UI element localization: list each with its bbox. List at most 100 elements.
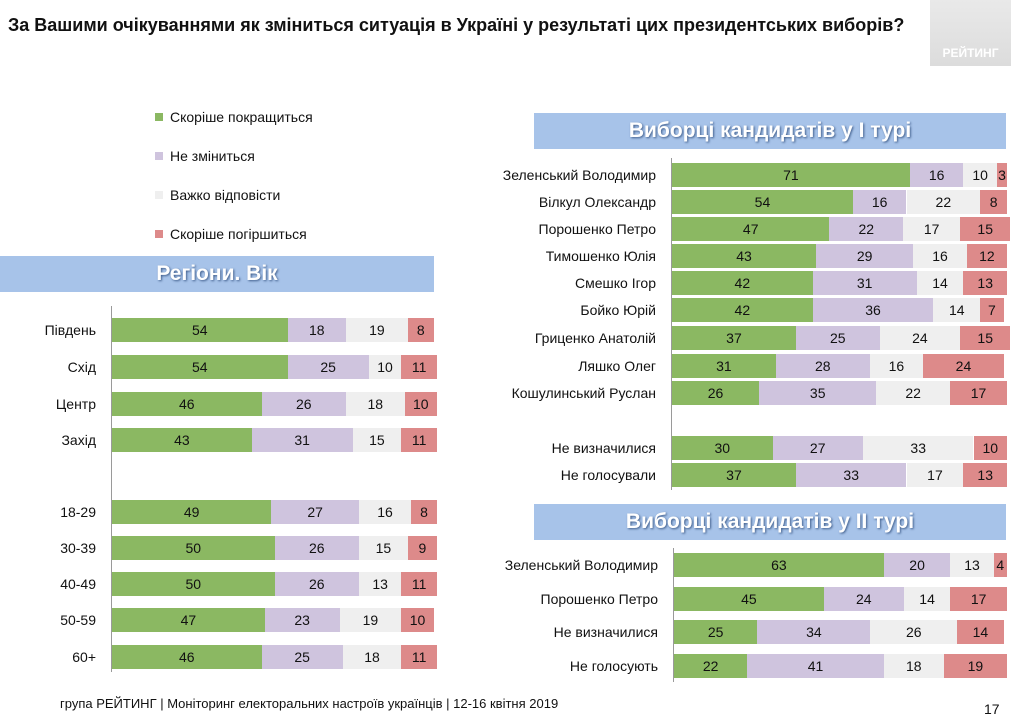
category-label: 50-59: [60, 612, 96, 628]
category-label: Центр: [55, 396, 96, 412]
category-label: 40-49: [60, 576, 96, 592]
bar-segment-hard: 22: [906, 190, 981, 214]
bar-segment-same: 33: [795, 463, 907, 487]
bar-segment-worse: 17: [950, 381, 1007, 405]
category-label: Південь: [44, 322, 96, 338]
category-label: Смешко Ігор: [575, 275, 656, 291]
bar-segment-same: 24: [823, 587, 904, 611]
bar-segment-better: 26: [672, 381, 760, 405]
bar-segment-same: 25: [795, 326, 880, 350]
bar-segment-same: 25: [287, 355, 369, 379]
plot-axis: [111, 306, 112, 672]
category-label: Вілкул Олександр: [538, 194, 656, 210]
rating-logo: РЕЙТИНГ: [930, 0, 1011, 66]
bar-segment-hard: 16: [359, 500, 411, 524]
bar-segment-worse: 7: [980, 298, 1004, 322]
bar-segment-hard: 14: [916, 271, 964, 295]
bar-segment-better: 43: [672, 244, 817, 268]
bar-segment-same: 27: [772, 436, 863, 460]
category-label: Не голосували: [560, 467, 656, 483]
bar-segment-better: 54: [672, 190, 853, 214]
legend-swatch-better: [155, 113, 163, 121]
bar-segment-worse: 11: [401, 645, 437, 669]
bar-segment-same: 31: [812, 271, 917, 295]
bar-segment-same: 28: [775, 354, 870, 378]
bar-segment-better: 31: [672, 354, 776, 378]
bar-segment-worse: 10: [404, 392, 437, 416]
category-label: Зеленський Володимир: [504, 557, 658, 573]
plot-axis: [673, 548, 674, 682]
legend-swatch-worse: [155, 230, 163, 238]
category-label: 30-39: [60, 540, 96, 556]
bar-segment-worse: 9: [407, 536, 437, 560]
legend-label: Скоріше погіршиться: [170, 226, 307, 242]
second-round-header: Виборці кандидатів у ІІ турі: [534, 504, 1006, 540]
bar-segment-hard: 17: [906, 463, 964, 487]
bar-segment-better: 47: [112, 608, 265, 632]
category-label: Не визначилися: [553, 624, 658, 640]
legend-label: Не зміниться: [170, 148, 255, 164]
bar-segment-worse: 17: [950, 587, 1007, 611]
bar-segment-worse: 10: [973, 436, 1007, 460]
bar-segment-worse: 15: [960, 217, 1011, 241]
regions-age-header: Регіони. Вік: [0, 256, 434, 292]
bar-segment-worse: 11: [401, 572, 437, 596]
bar-segment-hard: 15: [359, 536, 408, 560]
bar-segment-hard: 18: [883, 654, 944, 678]
bar-segment-better: 37: [672, 326, 796, 350]
bar-segment-same: 16: [852, 190, 907, 214]
bar-segment-hard: 16: [913, 244, 967, 268]
bar-segment-better: 71: [672, 163, 910, 187]
bar-segment-same: 16: [909, 163, 964, 187]
bar-segment-same: 36: [812, 298, 934, 322]
bar-segment-worse: 15: [960, 326, 1011, 350]
bar-segment-hard: 16: [869, 354, 924, 378]
bar-segment-hard: 14: [933, 298, 981, 322]
bar-segment-hard: 22: [876, 381, 951, 405]
bar-segment-better: 54: [112, 355, 288, 379]
category-label: 18-29: [60, 504, 96, 520]
category-label: Ляшко Олег: [578, 358, 656, 374]
bar-segment-same: 29: [816, 244, 914, 268]
bar-segment-same: 25: [261, 645, 343, 669]
page-title: За Вашими очікуваннями як зміниться ситу…: [8, 15, 905, 35]
bar-segment-worse: 13: [963, 463, 1007, 487]
category-label: 60+: [72, 649, 96, 665]
bar-segment-worse: 12: [966, 244, 1007, 268]
category-label: Гриценко Анатолій: [534, 330, 656, 346]
category-label: Кошулинський Руслан: [511, 385, 656, 401]
bar-segment-worse: 11: [401, 428, 437, 452]
first-round-header: Виборці кандидатів у І турі: [534, 113, 1006, 149]
bar-segment-worse: 13: [963, 271, 1007, 295]
bar-segment-worse: 8: [411, 500, 437, 524]
category-label: Порошенко Петро: [538, 221, 657, 237]
plot-axis: [671, 158, 672, 490]
bar-segment-worse: 4: [993, 553, 1007, 577]
bar-segment-worse: 14: [957, 620, 1004, 644]
page-number: 17: [984, 701, 1000, 717]
legend-swatch-same: [155, 152, 163, 160]
bar-segment-better: 45: [674, 587, 824, 611]
bar-segment-same: 26: [274, 572, 359, 596]
bar-segment-hard: 10: [368, 355, 402, 379]
bar-segment-hard: 14: [903, 587, 951, 611]
bar-segment-worse: 8: [980, 190, 1007, 214]
bar-segment-hard: 18: [342, 645, 402, 669]
bar-segment-better: 42: [672, 298, 813, 322]
category-label: Тимошенко Юлія: [545, 248, 656, 264]
category-label: Схід: [67, 359, 96, 375]
bar-segment-worse: 24: [923, 354, 1004, 378]
category-label: Бойко Юрій: [580, 302, 656, 318]
bar-segment-same: 34: [757, 620, 871, 644]
bar-segment-worse: 3: [996, 163, 1007, 187]
legend-label: Скоріше покращиться: [170, 109, 313, 125]
bar-segment-same: 20: [883, 553, 951, 577]
bar-segment-same: 26: [261, 392, 346, 416]
bar-segment-same: 31: [251, 428, 353, 452]
bar-segment-better: 37: [672, 463, 796, 487]
footer-text: група РЕЙТИНГ | Моніторинг електоральних…: [60, 696, 559, 711]
bar-segment-better: 22: [674, 654, 748, 678]
bar-segment-hard: 24: [879, 326, 961, 350]
bar-segment-better: 54: [112, 318, 288, 342]
bar-segment-better: 43: [112, 428, 252, 452]
